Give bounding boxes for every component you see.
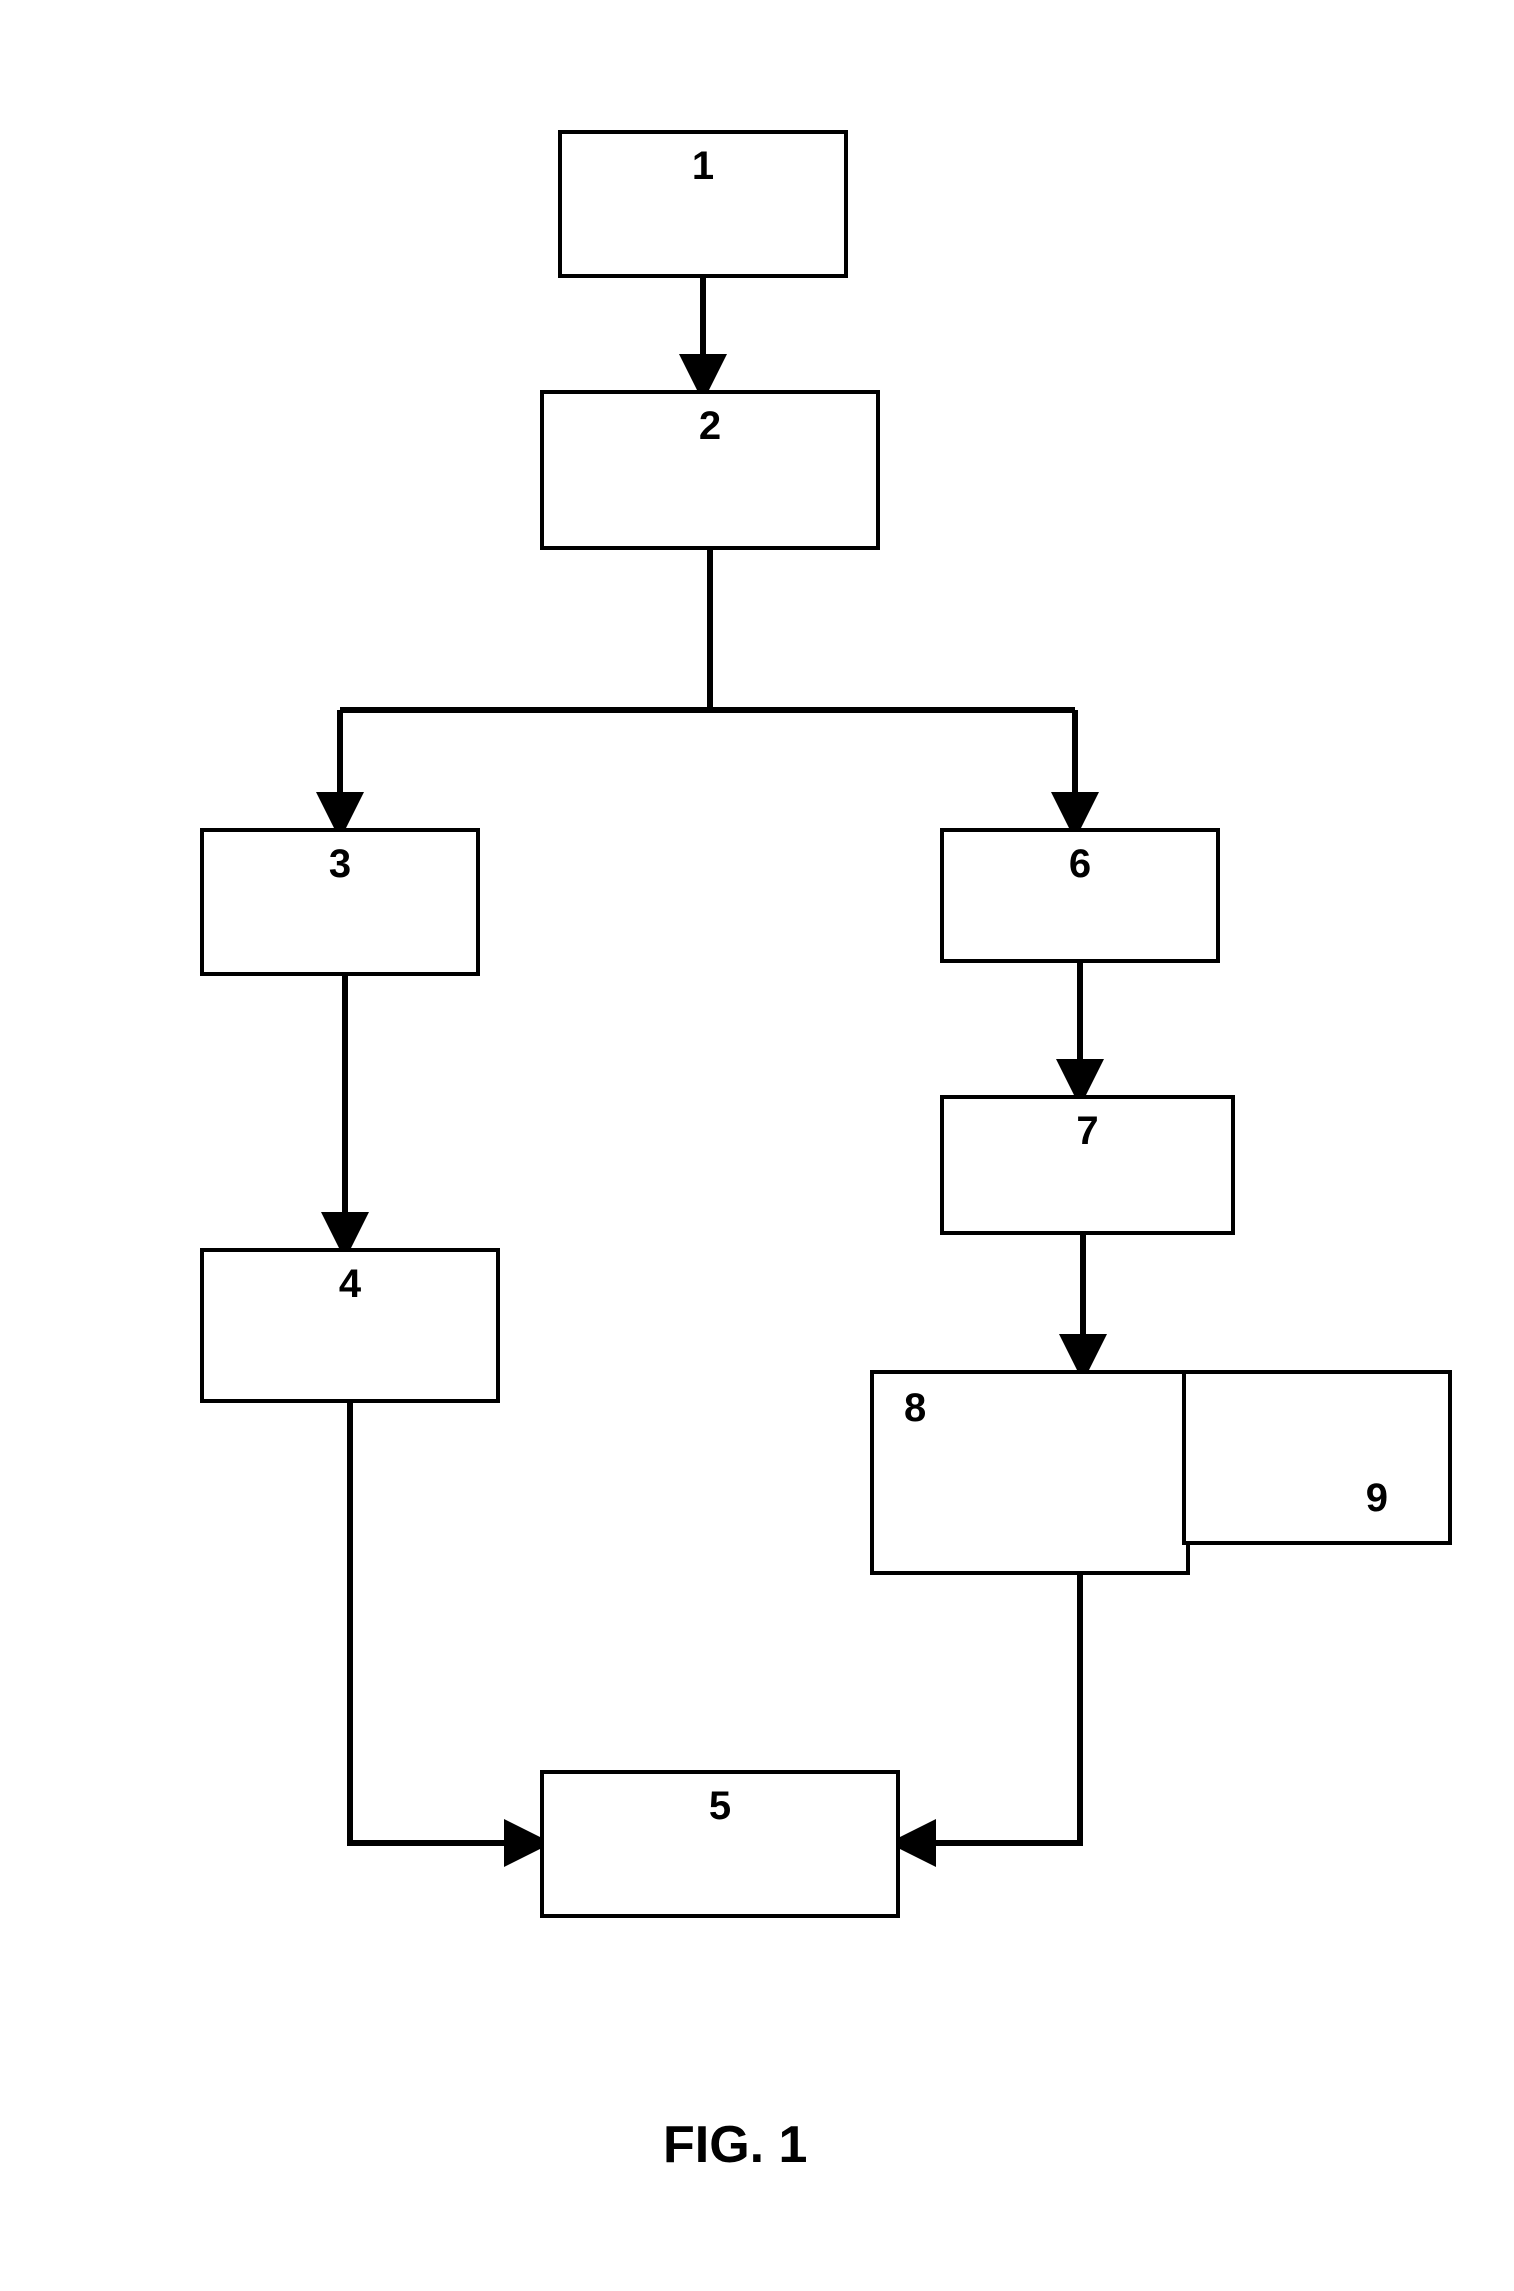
node-label-9: 9 <box>1366 1476 1388 1521</box>
node-label-5: 5 <box>709 1784 731 1829</box>
node-label-2: 2 <box>699 404 721 449</box>
node-2: 2 <box>540 390 880 550</box>
edge-layer <box>0 0 1514 2291</box>
node-label-7: 7 <box>1076 1109 1098 1154</box>
node-label-6: 6 <box>1069 842 1091 887</box>
node-6: 6 <box>940 828 1220 963</box>
node-7: 7 <box>940 1095 1235 1235</box>
edge-9 <box>900 1575 1080 1843</box>
node-1: 1 <box>558 130 848 278</box>
node-3: 3 <box>200 828 480 976</box>
node-8: 8 <box>870 1370 1190 1575</box>
node-label-1: 1 <box>692 144 714 189</box>
edge-8 <box>350 1403 540 1843</box>
node-label-3: 3 <box>329 842 351 887</box>
node-label-8: 8 <box>904 1386 926 1431</box>
figure-caption: FIG. 1 <box>663 2115 807 2175</box>
node-4: 4 <box>200 1248 500 1403</box>
node-label-4: 4 <box>339 1262 361 1307</box>
caption-text: FIG. 1 <box>663 2116 807 2174</box>
node-5: 5 <box>540 1770 900 1918</box>
node-9: 9 <box>1182 1370 1452 1545</box>
flowchart-diagram: 1 2 3 4 5 6 7 8 9 FIG. 1 <box>0 0 1514 2291</box>
